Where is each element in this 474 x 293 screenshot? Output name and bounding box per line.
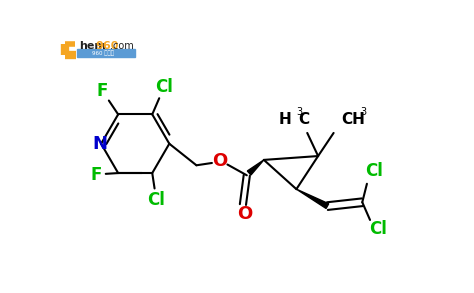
Polygon shape <box>247 160 264 175</box>
Text: hem: hem <box>80 41 106 51</box>
Text: Cl: Cl <box>365 162 383 180</box>
Text: O: O <box>237 205 252 223</box>
Text: O: O <box>212 152 228 171</box>
Text: 3: 3 <box>296 107 302 117</box>
Text: C: C <box>298 112 309 127</box>
Text: Cl: Cl <box>147 191 165 209</box>
Text: N: N <box>93 135 108 153</box>
Text: F: F <box>97 82 109 100</box>
Text: Cl: Cl <box>369 220 387 238</box>
Text: 960 化工网: 960 化工网 <box>91 50 114 56</box>
Text: H: H <box>279 112 292 127</box>
Text: Cl: Cl <box>155 79 173 96</box>
Text: 960: 960 <box>95 41 118 51</box>
Bar <box>77 49 135 57</box>
Polygon shape <box>296 189 328 208</box>
Text: .com: .com <box>110 41 134 51</box>
Text: 3: 3 <box>360 107 366 117</box>
Text: CH: CH <box>341 112 365 127</box>
Text: F: F <box>91 166 102 184</box>
